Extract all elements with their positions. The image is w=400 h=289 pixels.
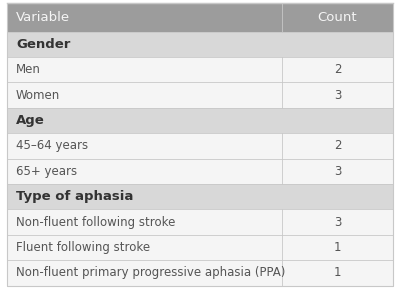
Text: Variable: Variable <box>16 11 70 24</box>
Text: Men: Men <box>16 63 41 76</box>
Bar <box>7 133 393 159</box>
Text: 1: 1 <box>334 266 341 279</box>
Text: 3: 3 <box>334 216 341 229</box>
Text: 45–64 years: 45–64 years <box>16 139 88 152</box>
Text: 1: 1 <box>334 241 341 254</box>
Text: Count: Count <box>318 11 357 24</box>
Text: 65+ years: 65+ years <box>16 165 77 178</box>
Text: Fluent following stroke: Fluent following stroke <box>16 241 150 254</box>
Bar <box>7 57 393 82</box>
Bar <box>7 3 393 32</box>
Text: 3: 3 <box>334 89 341 102</box>
Text: Age: Age <box>16 114 45 127</box>
Text: Non-fluent primary progressive aphasia (PPA): Non-fluent primary progressive aphasia (… <box>16 266 285 279</box>
Text: Non-fluent following stroke: Non-fluent following stroke <box>16 216 175 229</box>
Bar <box>7 184 393 209</box>
Bar <box>7 32 393 57</box>
Text: Women: Women <box>16 89 60 102</box>
Text: Gender: Gender <box>16 38 70 51</box>
Bar <box>7 235 393 260</box>
Bar <box>7 108 393 133</box>
Text: 2: 2 <box>334 63 341 76</box>
Bar <box>7 82 393 108</box>
Text: Type of aphasia: Type of aphasia <box>16 190 133 203</box>
Text: 2: 2 <box>334 139 341 152</box>
Bar <box>7 159 393 184</box>
Text: 3: 3 <box>334 165 341 178</box>
Bar <box>7 260 393 286</box>
Bar <box>7 209 393 235</box>
